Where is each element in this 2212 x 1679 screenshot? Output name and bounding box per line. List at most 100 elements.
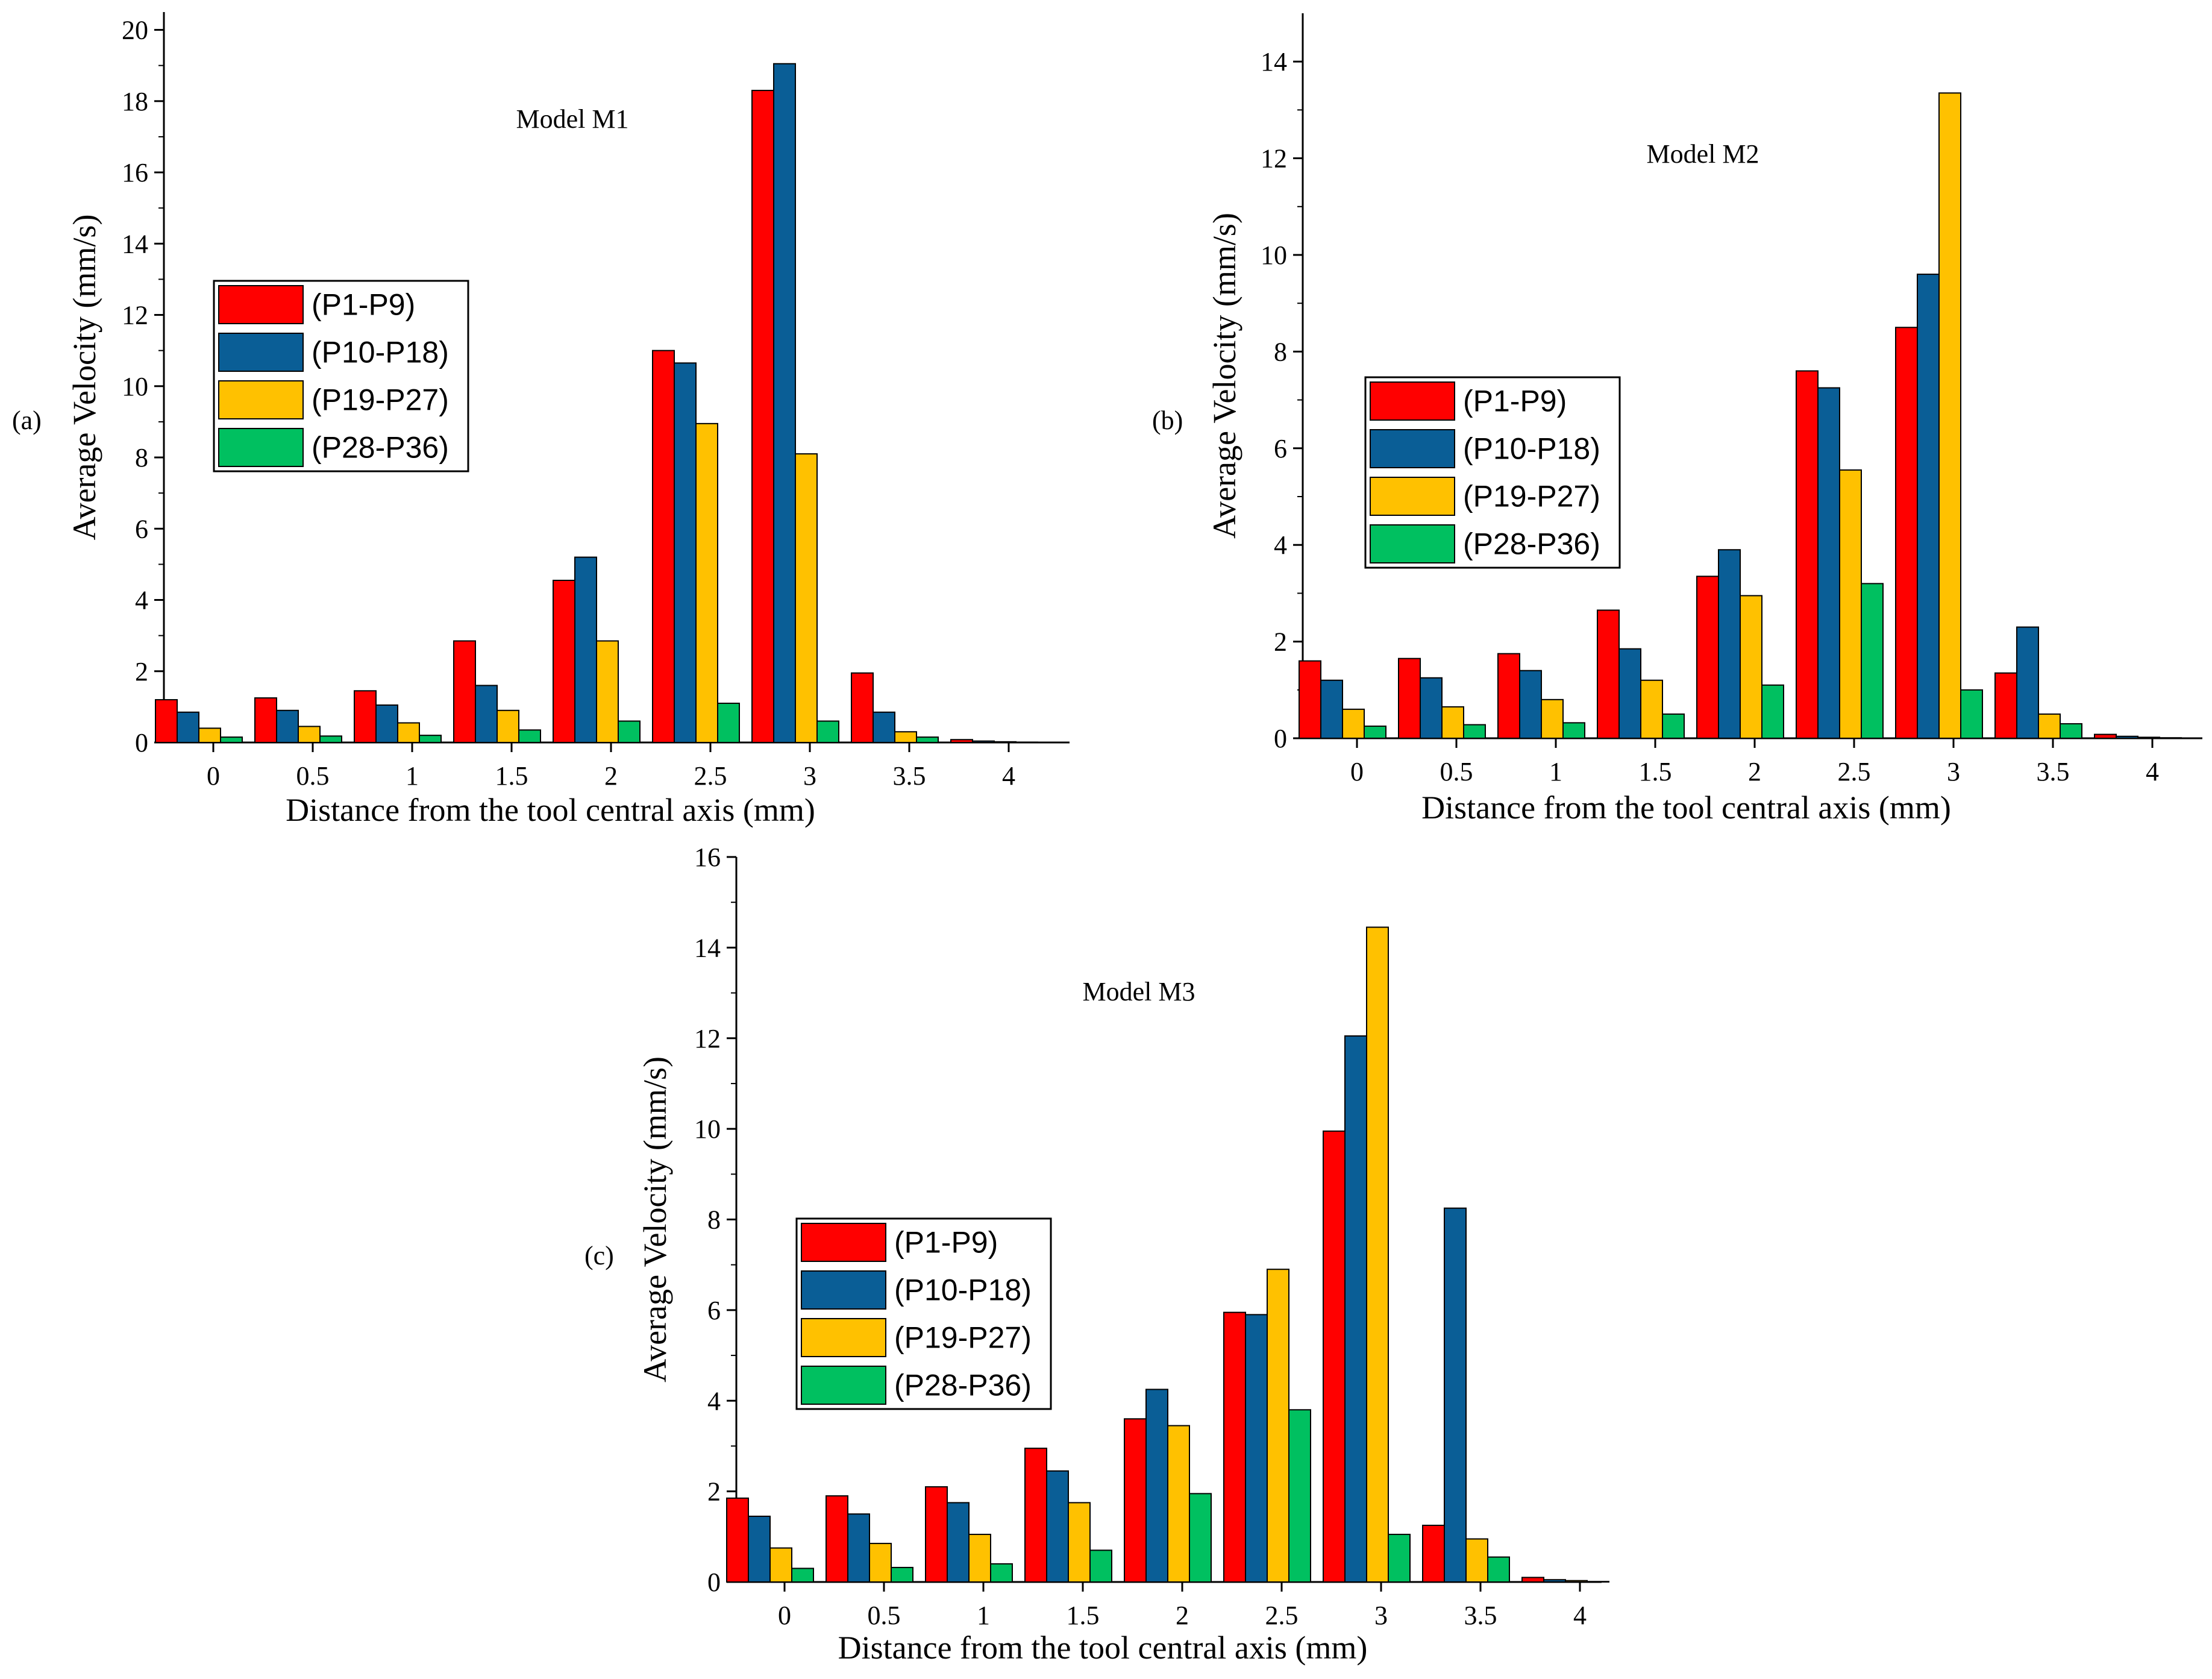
bar-p1-p9	[1422, 1525, 1445, 1583]
bar-p1-p9	[1024, 1448, 1047, 1583]
y-tick-label: 4	[135, 586, 148, 615]
bar-p28-p36	[1761, 684, 1784, 739]
legend-swatch	[1370, 381, 1455, 421]
y-tick-label: 8	[707, 1205, 721, 1235]
bar-p10-p18	[1245, 1314, 1268, 1583]
x-tick-label: 3.5	[2037, 757, 2070, 786]
x-tick-label: 4	[2146, 757, 2159, 786]
x-tick-label: 0.5	[1440, 757, 1473, 786]
bar-p19-p27	[769, 1547, 792, 1583]
legend-label: (P1-P9)	[312, 288, 415, 322]
x-tick-label: 3	[803, 761, 816, 791]
y-tick-label: 16	[122, 158, 148, 187]
bar-p10-p18	[574, 556, 597, 743]
x-axis-title: Distance from the tool central axis (mm)	[1421, 789, 1951, 826]
x-axis-title: Distance from the tool central axis (mm)	[838, 1630, 1368, 1666]
x-tick-label: 3	[1947, 757, 1960, 786]
y-tick-label: 16	[694, 843, 721, 872]
bar-p10-p18	[1320, 679, 1343, 739]
bar-p10-p18	[674, 362, 697, 743]
legend-label: (P10-P18)	[894, 1273, 1032, 1307]
bar-p1-p9	[1323, 1130, 1346, 1583]
legend-swatch	[218, 333, 304, 372]
x-tick-label: 2.5	[1838, 757, 1871, 786]
bar-p1-p9	[553, 579, 575, 743]
bar-p19-p27	[1541, 698, 1564, 739]
legend-swatch	[801, 1223, 886, 1262]
bar-p19-p27	[2038, 713, 2061, 739]
bar-p19-p27	[1565, 1580, 1588, 1583]
x-tick-label: 3	[1374, 1601, 1388, 1630]
bar-p28-p36	[319, 735, 342, 743]
legend-label: (P28-P36)	[312, 431, 449, 465]
legend-label: (P19-P27)	[312, 383, 449, 417]
legend-label: (P1-P9)	[894, 1226, 998, 1260]
bar-p1-p9	[1398, 657, 1421, 739]
bar-p1-p9	[925, 1486, 948, 1583]
legend-swatch	[801, 1366, 886, 1405]
bar-p10-p18	[1344, 1035, 1367, 1583]
y-tick-label: 6	[1274, 434, 1287, 463]
x-tick-label: 2.5	[1265, 1601, 1299, 1630]
bar-p1-p9	[453, 640, 476, 743]
y-tick-label: 0	[135, 728, 148, 758]
bar-p19-p27	[894, 731, 917, 744]
x-tick-label: 3.5	[893, 761, 926, 791]
legend-swatch	[218, 285, 304, 324]
x-tick-label: 2	[604, 761, 618, 791]
bar-p1-p9	[726, 1497, 749, 1583]
chart-panel-a: 0 2 4 6 8 10 12 14 16 18 20 0 0.5 1 1.5 2 2.5 3 3.5 4 Distan…	[12, 12, 1070, 828]
bar-p28-p36	[1562, 722, 1585, 739]
x-tick-label: 1.5	[1639, 757, 1672, 786]
y-tick-label: 10	[1261, 240, 1287, 270]
y-tick-label: 20	[122, 16, 148, 45]
y-axis-title: Average Velocity (mm/s)	[637, 1056, 673, 1382]
bar-p10-p18	[177, 711, 199, 743]
y-tick-label: 4	[707, 1386, 721, 1416]
bar-p10-p18	[1519, 670, 1542, 739]
bar-p1-p9	[1597, 609, 1620, 739]
bar-p28-p36	[717, 702, 740, 743]
bar-p28-p36	[1189, 1493, 1212, 1583]
chart-panel-c: 0 2 4 6 8 10 12 14 16 0 0.5 1 1.5 2 2.5 3 3.5 4 Distance f…	[584, 843, 1609, 1666]
x-tick-label: 1	[1549, 757, 1562, 786]
bar-p10-p18	[1917, 274, 1940, 739]
bar-p1-p9	[1223, 1311, 1246, 1583]
legend-swatch	[1370, 477, 1455, 516]
bar-p10-p18	[2016, 626, 2039, 739]
bar-p28-p36	[1463, 724, 1486, 739]
bar-p10-p18	[1817, 387, 1840, 739]
legend-swatch	[218, 380, 304, 419]
x-tick-label: 3.5	[1464, 1601, 1497, 1630]
bar-p1-p9	[652, 350, 675, 743]
legend-label: (P19-P27)	[1463, 480, 1600, 513]
bar-p1-p9	[1124, 1418, 1147, 1583]
x-tick-label: 4	[1573, 1601, 1587, 1630]
bar-p10-p18	[1420, 677, 1443, 739]
x-tick-label: 0	[207, 761, 220, 791]
legend-swatch	[801, 1318, 886, 1357]
x-tick-label: 2.5	[694, 761, 727, 791]
bar-p10-p18	[847, 1513, 870, 1583]
y-tick-label: 6	[707, 1296, 721, 1325]
x-tick-label: 4	[1002, 761, 1015, 791]
y-tick-label: 12	[122, 301, 148, 330]
y-tick-label: 8	[1274, 337, 1287, 366]
bar-p1-p9	[1994, 672, 2017, 739]
legend-label: (P10-P18)	[1463, 432, 1600, 466]
bar-p1-p9	[851, 672, 874, 743]
bar-p28-p36	[220, 736, 243, 744]
bar-p10-p18	[1444, 1207, 1467, 1583]
bar-p19-p27	[695, 422, 718, 743]
bar-p1-p9	[155, 699, 178, 744]
bar-p28-p36	[1662, 713, 1685, 739]
y-tick-label: 14	[694, 933, 721, 962]
bar-p19-p27	[869, 1543, 892, 1583]
x-tick-label: 1.5	[495, 761, 528, 791]
y-tick-label: 18	[122, 87, 148, 116]
bar-p19-p27	[1938, 92, 1961, 739]
y-tick-label: 8	[135, 443, 148, 472]
bar-p19-p27	[596, 640, 619, 743]
bar-p10-p18	[873, 711, 895, 743]
bar-p28-p36	[1288, 1409, 1311, 1583]
